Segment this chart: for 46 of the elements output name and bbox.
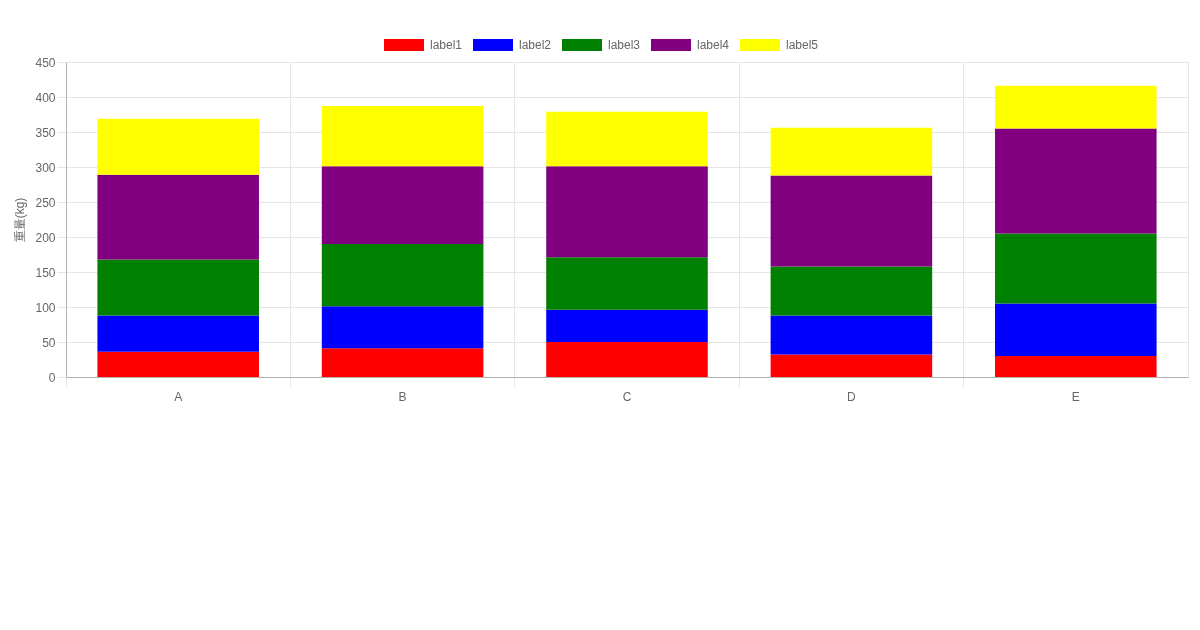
y-tick-label: 350 [35, 125, 56, 140]
x-tick-label: C [622, 389, 632, 404]
bar [770, 354, 933, 377]
bar [97, 118, 259, 175]
y-tick-label: 450 [35, 55, 56, 70]
y-tick-label: 200 [35, 230, 56, 245]
legend-label: label2 [519, 38, 552, 52]
x-tick-label: E [1071, 389, 1080, 404]
legend-label: label3 [608, 38, 641, 52]
y-tick-label: 0 [48, 370, 56, 385]
bar [546, 309, 708, 342]
bar [321, 106, 484, 167]
bar [97, 315, 259, 352]
bar [770, 127, 933, 176]
y-tick-label: 250 [35, 195, 56, 210]
bar [995, 128, 1157, 234]
legend-label: label4 [697, 38, 730, 52]
bar [97, 259, 259, 316]
bar [97, 351, 259, 377]
legend-label: label5 [786, 38, 819, 52]
y-tick-label: 50 [42, 335, 56, 350]
y-axis-title: 重量(kg) [13, 197, 28, 243]
bar [770, 175, 933, 267]
y-tick-label: 300 [35, 160, 56, 175]
bar [321, 244, 484, 307]
bar [995, 356, 1157, 377]
y-tick-label: 400 [35, 90, 56, 105]
bar [770, 315, 933, 355]
x-tick-label: B [398, 389, 407, 404]
bar [97, 174, 259, 260]
bar [321, 306, 484, 349]
x-tick-label: D [847, 389, 857, 404]
bar [546, 257, 708, 310]
y-tick-label: 100 [35, 300, 56, 315]
bar [995, 85, 1157, 129]
bar [321, 348, 484, 377]
bar [770, 266, 933, 316]
y-tick-label: 150 [35, 265, 56, 280]
bar [546, 342, 708, 377]
bar [546, 166, 708, 258]
bar [321, 166, 484, 244]
legend-label: label1 [430, 38, 463, 52]
bar [546, 111, 708, 167]
bar [995, 303, 1157, 356]
x-tick-label: A [174, 389, 183, 404]
bar [995, 233, 1157, 304]
